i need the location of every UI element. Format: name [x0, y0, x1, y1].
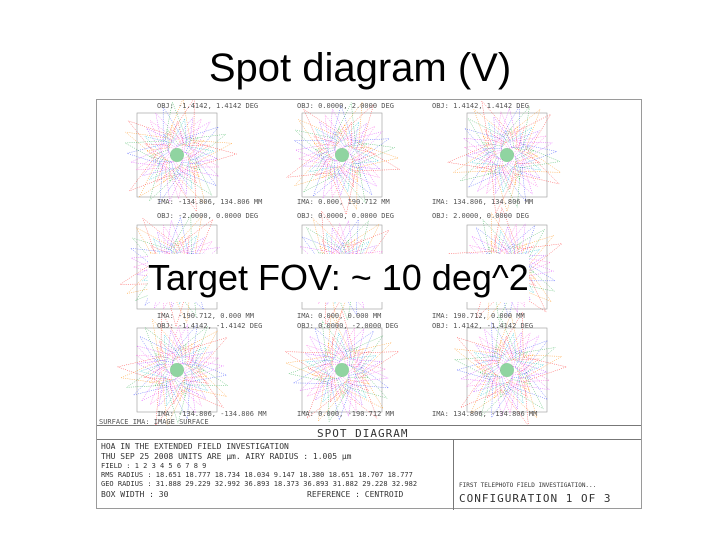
panel-field-row: FIELD : 1 2 3 4 5 6 7 8 9: [101, 462, 207, 470]
field-label-7: OBJ: -1.4142, -1.4142 DEG: [157, 322, 263, 330]
field-label-9: OBJ: 1.4142, -1.4142 DEG: [432, 322, 534, 330]
ima-label-2: IMA: 0.000, 190.712 MM: [297, 198, 390, 206]
ima-label-1: IMA: -134.806, 134.806 MM: [157, 198, 263, 206]
spot-diagram-figure: OBJ: -1.4142, 1.4142 DEG OBJ: 0.0000, 2.…: [96, 99, 642, 510]
field-label-3: OBJ: 1.4142, 1.4142 DEG: [432, 102, 529, 110]
ima-label-3: IMA: 134.806, 134.806 MM: [432, 198, 534, 206]
spot-pattern-8: [284, 309, 400, 423]
slide-title: Spot diagram (V): [208, 46, 512, 90]
panel-divider: [97, 439, 641, 440]
ima-label-8: IMA: 0.000, -190.712 MM: [297, 410, 394, 418]
spot-info-panel: SPOT DIAGRAM HOA IN THE EXTENDED FIELD I…: [97, 425, 641, 510]
panel-box-width: BOX WIDTH : 30: [101, 490, 169, 499]
spot-pattern-2: [285, 101, 401, 216]
field-label-2: OBJ: 0.0000, 2.0000 DEG: [297, 102, 394, 110]
field-label-6: OBJ: 2.0000, 0.0000 DEG: [432, 212, 529, 220]
panel-reference: REFERENCE : CENTROID: [307, 490, 404, 499]
panel-line1: HOA IN THE EXTENDED FIELD INVESTIGATION: [101, 442, 289, 451]
ima-label-5: IMA: 0.000, 0.000 MM: [297, 312, 382, 320]
spot-pattern-9: [453, 311, 568, 425]
panel-line2: THU SEP 25 2008 UNITS ARE µm. AIRY RADIU…: [101, 452, 352, 461]
ima-label-4: IMA: -190.712, 0.000 MM: [157, 312, 254, 320]
target-fov-text: Target FOV: ~ 10 deg^2: [148, 254, 529, 302]
spot-pattern-3: [446, 100, 562, 215]
spot-pattern-1: [124, 100, 238, 213]
panel-geo-row: GEO RADIUS : 31.888 29.229 32.992 36.893…: [101, 480, 418, 488]
spot-pattern-7: [116, 311, 229, 425]
panel-right-top: FIRST TELEPHOTO FIELD INVESTIGATION...: [459, 482, 597, 489]
field-label-8: OBJ: 0.0000, -2.0000 DEG: [297, 322, 399, 330]
panel-vertical-divider: [453, 439, 454, 510]
field-label-5: OBJ: 0.0000, 0.0000 DEG: [297, 212, 394, 220]
panel-heading: SPOT DIAGRAM: [317, 427, 409, 440]
panel-configuration: CONFIGURATION 1 OF 3: [459, 492, 612, 505]
surface-label: SURFACE IMA: IMAGE SURFACE: [99, 418, 209, 426]
ima-label-9: IMA: 134.806, -134.806 MM: [432, 410, 538, 418]
ima-label-6: IMA: 190.712, 0.000 MM: [432, 312, 525, 320]
field-label-4: OBJ: -2.0000, 0.0000 DEG: [157, 212, 259, 220]
field-label-1: OBJ: -1.4142, 1.4142 DEG: [157, 102, 259, 110]
panel-rms-row: RMS RADIUS : 18.651 18.777 18.734 18.034…: [101, 471, 413, 479]
ima-label-7: IMA: -134.806, -134.806 MM: [157, 410, 267, 418]
